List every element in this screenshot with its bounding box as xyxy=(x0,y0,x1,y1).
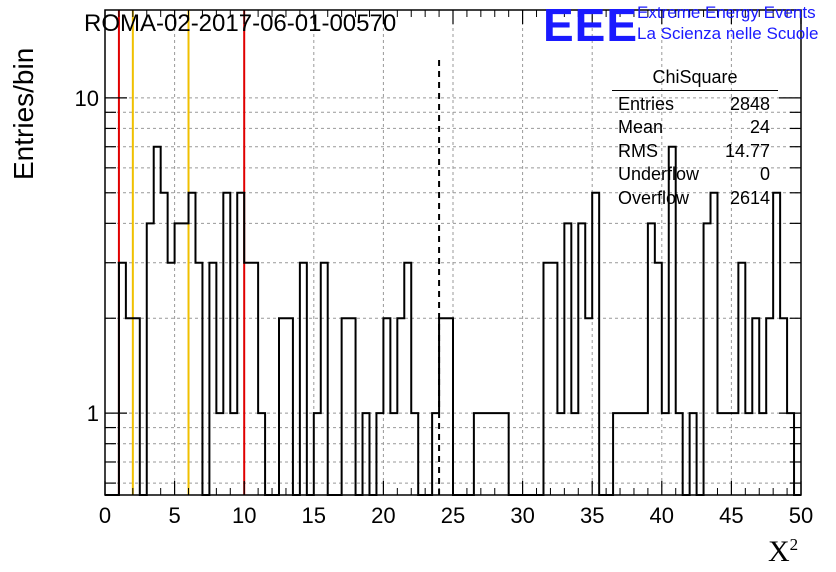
x-tick-label: 25 xyxy=(441,503,465,528)
x-tick-label: 45 xyxy=(719,503,743,528)
eee-logo-mark: EEE xyxy=(543,0,639,51)
logo-line-2: La Scienza nelle Scuole xyxy=(637,24,819,43)
stats-row-mean: Mean 24 xyxy=(618,117,770,137)
y-axis-label: Entries/bin xyxy=(8,47,39,180)
stats-row-underflow: Underflow 0 xyxy=(618,164,770,184)
x-tick-label: 5 xyxy=(168,503,180,528)
y-tick-label: 10 xyxy=(75,86,99,111)
x-tick-label: 35 xyxy=(580,503,604,528)
stats-row-overflow: Overflow 2614 xyxy=(618,187,770,208)
y-tick-label: 1 xyxy=(87,401,99,426)
x-tick-label: 20 xyxy=(371,503,395,528)
plot-title: ROMA-02-2017-06-01-00570 xyxy=(84,10,397,37)
x-tick-label: 30 xyxy=(510,503,534,528)
x-tick-label: 15 xyxy=(302,503,326,528)
x-tick-label: 50 xyxy=(789,503,813,528)
x-tick-label: 40 xyxy=(650,503,674,528)
x-axis-label: X2 xyxy=(768,535,799,568)
stats-row-entries: Entries 2848 xyxy=(618,93,770,114)
x-tick-label: 0 xyxy=(99,503,111,528)
stats-row-rms: RMS 14.77 xyxy=(618,140,770,161)
stats-title: ChiSquare xyxy=(612,66,778,91)
histogram-series xyxy=(105,145,801,496)
stats-box: ChiSquare Entries 2848 Mean 24 RMS 14.77 Un… xyxy=(612,66,778,210)
x-tick-label: 10 xyxy=(232,503,256,528)
logo-line-1: Extreme Energy Events xyxy=(637,3,816,22)
